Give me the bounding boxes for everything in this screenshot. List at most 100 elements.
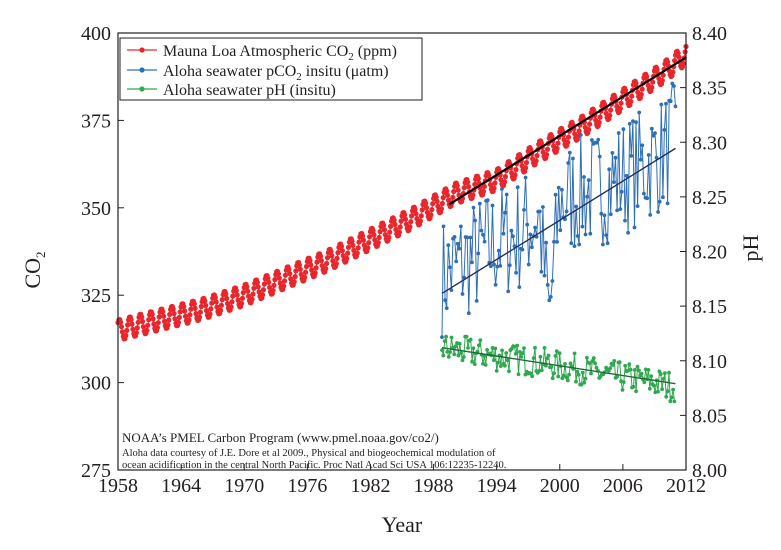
data-point	[333, 261, 339, 267]
data-point	[176, 314, 182, 320]
data-point	[479, 228, 484, 233]
data-point	[634, 389, 638, 394]
data-point	[566, 161, 571, 165]
data-point	[553, 354, 558, 358]
data-point	[149, 311, 155, 317]
data-point	[193, 311, 199, 317]
data-point	[439, 200, 445, 207]
data-point	[668, 399, 673, 404]
data-point	[270, 287, 276, 294]
data-point	[324, 255, 331, 261]
data-point	[470, 260, 474, 265]
data-point	[582, 175, 586, 179]
axes: 1958 1964 1970 1976 1982 1988 1994 2000 2006 2012…	[81, 23, 727, 497]
data-point	[613, 155, 618, 160]
data-point	[209, 300, 215, 306]
data-point	[672, 399, 677, 404]
trend-line	[441, 346, 676, 385]
data-point	[647, 386, 652, 391]
data-point	[468, 235, 473, 240]
data-point	[203, 302, 209, 309]
data-point	[646, 153, 651, 157]
data-point	[503, 363, 507, 368]
data-point	[471, 346, 476, 351]
data-point	[665, 59, 671, 65]
data-point	[303, 269, 309, 275]
data-point	[277, 280, 283, 286]
data-point	[533, 158, 539, 164]
series-aloha-pco2	[440, 81, 678, 339]
data-point	[417, 218, 423, 224]
data-point	[617, 105, 623, 112]
data-point	[495, 264, 500, 269]
data-point	[579, 382, 584, 387]
data-point	[593, 361, 597, 366]
data-point	[440, 335, 444, 339]
data-point	[638, 157, 643, 162]
data-point	[505, 358, 510, 363]
data-point	[660, 72, 666, 78]
data-point	[440, 195, 446, 201]
data-point	[239, 295, 246, 301]
data-point	[502, 174, 508, 180]
x-tick-label: 1988	[414, 475, 454, 497]
data-point	[546, 353, 551, 358]
y-left-tick-label: 275	[81, 460, 111, 482]
data-point	[680, 60, 687, 67]
data-point	[590, 138, 594, 142]
data-point	[517, 154, 523, 160]
data-point	[661, 195, 665, 200]
data-point	[520, 247, 525, 252]
data-point	[338, 243, 345, 249]
data-point	[526, 262, 531, 267]
data-point	[585, 194, 589, 199]
data-point	[608, 107, 614, 113]
data-point	[649, 374, 654, 379]
data-point	[556, 374, 561, 379]
data-point	[515, 343, 520, 348]
data-point	[350, 242, 356, 248]
data-point	[445, 192, 451, 198]
x-tick-label: 1976	[287, 475, 327, 497]
data-point	[481, 232, 485, 237]
data-point	[239, 300, 245, 306]
data-point	[672, 58, 678, 64]
data-point	[554, 349, 559, 353]
y-right-tick-label: 8.10	[692, 351, 727, 373]
data-point	[465, 235, 470, 240]
data-point	[656, 210, 660, 214]
data-point	[638, 91, 644, 98]
data-point	[635, 204, 640, 209]
data-point	[676, 54, 682, 60]
data-point	[428, 212, 434, 218]
data-point	[412, 206, 418, 213]
data-point	[544, 240, 548, 245]
legend-box	[119, 37, 423, 101]
data-point	[124, 327, 130, 334]
data-point	[441, 353, 446, 358]
data-point	[615, 208, 619, 213]
data-point	[629, 93, 635, 99]
data-point	[446, 355, 451, 359]
data-point	[621, 380, 626, 384]
data-point	[530, 374, 535, 379]
data-point	[622, 87, 629, 93]
x-tick-label: 2006	[603, 475, 643, 497]
data-point	[507, 369, 511, 374]
data-point	[413, 211, 419, 217]
trend-line	[448, 56, 687, 206]
data-point	[445, 349, 450, 354]
data-point	[571, 156, 575, 161]
data-point	[531, 356, 536, 360]
data-point	[534, 153, 540, 159]
data-point	[198, 303, 204, 310]
data-point	[161, 318, 168, 324]
data-point	[639, 371, 644, 376]
data-point	[564, 209, 569, 214]
data-point	[608, 366, 613, 371]
data-point	[393, 226, 399, 233]
data-point	[542, 273, 547, 278]
data-point	[632, 225, 637, 230]
data-point	[260, 292, 266, 298]
